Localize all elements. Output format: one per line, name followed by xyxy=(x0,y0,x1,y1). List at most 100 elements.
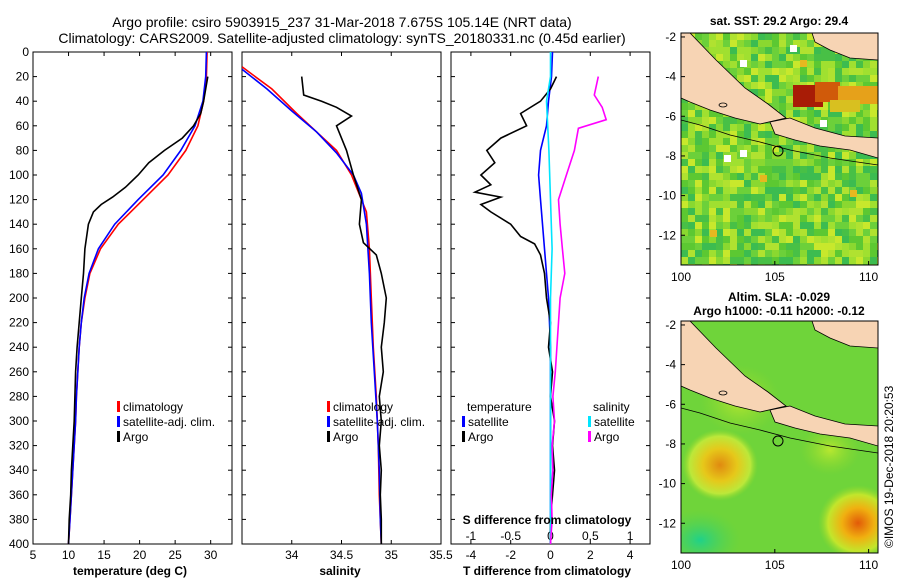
sst-pixel xyxy=(730,180,737,187)
legend-label-climatology: climatology xyxy=(123,400,183,414)
sst-pixel xyxy=(716,222,723,229)
sst-pixel xyxy=(709,110,716,117)
sst-pixel xyxy=(723,131,730,138)
sst-pixel xyxy=(828,117,835,124)
sst-pixel xyxy=(688,222,695,229)
sst-pixel xyxy=(807,152,814,159)
sst-pixel xyxy=(751,180,758,187)
sst-pixel xyxy=(758,215,765,222)
sst-pixel xyxy=(856,131,863,138)
map-x-tick-label: 100 xyxy=(671,558,691,572)
sst-pixel xyxy=(842,117,849,124)
sst-pixel xyxy=(870,194,877,201)
sst-pixel xyxy=(702,222,709,229)
sst-pixel xyxy=(821,250,828,257)
sst-pixel xyxy=(737,180,744,187)
map-y-tick-label: -8 xyxy=(665,437,676,451)
sst-pixel xyxy=(772,89,779,96)
sst-pixel xyxy=(709,194,716,201)
sst-pixel xyxy=(779,250,786,257)
sst-pixel xyxy=(765,40,772,47)
sst-pixel xyxy=(716,131,723,138)
sst-pixel xyxy=(709,145,716,152)
sst-pixel xyxy=(765,194,772,201)
sst-map-frame xyxy=(680,32,879,266)
sst-depth-contour xyxy=(681,119,878,166)
sst-pixel xyxy=(793,33,800,40)
sst-pixel xyxy=(716,250,723,257)
sst-pixel xyxy=(793,145,800,152)
sst-pixel xyxy=(828,145,835,152)
sst-pixel xyxy=(758,187,765,194)
sst-pixel xyxy=(828,166,835,173)
sst-pixel xyxy=(793,236,800,243)
sla-map-axes: 100 105 110 -2 -4 -6 -8 -10 -12 xyxy=(659,318,879,572)
sst-pixel xyxy=(807,117,814,124)
sst-pixel xyxy=(856,173,863,180)
sst-pixel xyxy=(772,208,779,215)
sst-pixel xyxy=(744,222,751,229)
sst-pixel xyxy=(744,229,751,236)
sst-pixel xyxy=(786,215,793,222)
sst-pixel xyxy=(870,82,877,89)
sst-pixel xyxy=(779,33,786,40)
sst-pixel xyxy=(842,173,849,180)
sst-pixel xyxy=(870,110,877,117)
sst-pixel xyxy=(835,194,842,201)
sst-pixel xyxy=(772,229,779,236)
sst-pixel xyxy=(842,229,849,236)
sst-pixel xyxy=(688,145,695,152)
sst-pixel xyxy=(821,103,828,110)
sst-pixel xyxy=(835,159,842,166)
sst-pixel xyxy=(702,117,709,124)
sst-pixel xyxy=(856,208,863,215)
sst-pixel xyxy=(870,68,877,75)
sst-pixel xyxy=(821,166,828,173)
sst-map xyxy=(681,33,878,265)
sst-pixel xyxy=(737,208,744,215)
sst-pixel xyxy=(821,61,828,68)
sst-pixel xyxy=(870,229,877,236)
sst-pixel xyxy=(793,40,800,47)
sst-pixel xyxy=(779,229,786,236)
x-tick-label: 15 xyxy=(97,548,111,562)
sst-pixel xyxy=(835,236,842,243)
sst-pixel xyxy=(849,257,856,264)
sst-pixel xyxy=(688,187,695,194)
sla-depth-contour xyxy=(681,407,878,454)
sst-pixel xyxy=(779,243,786,250)
sst-pixel xyxy=(730,124,737,131)
sst-pixel xyxy=(751,89,758,96)
sst-pixel xyxy=(772,138,779,145)
sst-pixel xyxy=(856,250,863,257)
sla-map-subtitle: Argo h1000: -0.11 h2000: -0.12 xyxy=(693,304,865,318)
sst-pixel xyxy=(772,250,779,257)
sst-pixel xyxy=(772,61,779,68)
sst-pixel xyxy=(709,166,716,173)
sst-pixel xyxy=(821,75,828,82)
sst-pixel xyxy=(821,145,828,152)
map-x-tick-label: 105 xyxy=(765,270,785,284)
sst-pixel xyxy=(681,159,688,166)
sst-pixel xyxy=(772,222,779,229)
sst-pixel xyxy=(744,201,751,208)
sst-pixel xyxy=(751,166,758,173)
sst-pixel xyxy=(744,236,751,243)
legend-swatch-t-satellite xyxy=(462,416,465,427)
sst-pixel xyxy=(863,124,870,131)
sst-pixel xyxy=(786,194,793,201)
sst-pixel xyxy=(814,159,821,166)
sst-pixel xyxy=(702,250,709,257)
sst-pixel xyxy=(856,201,863,208)
sst-pixel xyxy=(681,110,688,117)
salinity-legend: climatology satellite-adj. clim. Argo xyxy=(327,400,425,444)
sst-warm-pixel xyxy=(850,190,857,197)
sst-pixel xyxy=(765,82,772,89)
legend-label-s-argo: Argo xyxy=(594,430,620,444)
sst-pixel xyxy=(856,166,863,173)
depth-tick-label: 220 xyxy=(9,316,29,330)
sst-pixel xyxy=(709,243,716,250)
sst-pixel xyxy=(828,110,835,117)
sla-low-blob xyxy=(681,510,740,553)
